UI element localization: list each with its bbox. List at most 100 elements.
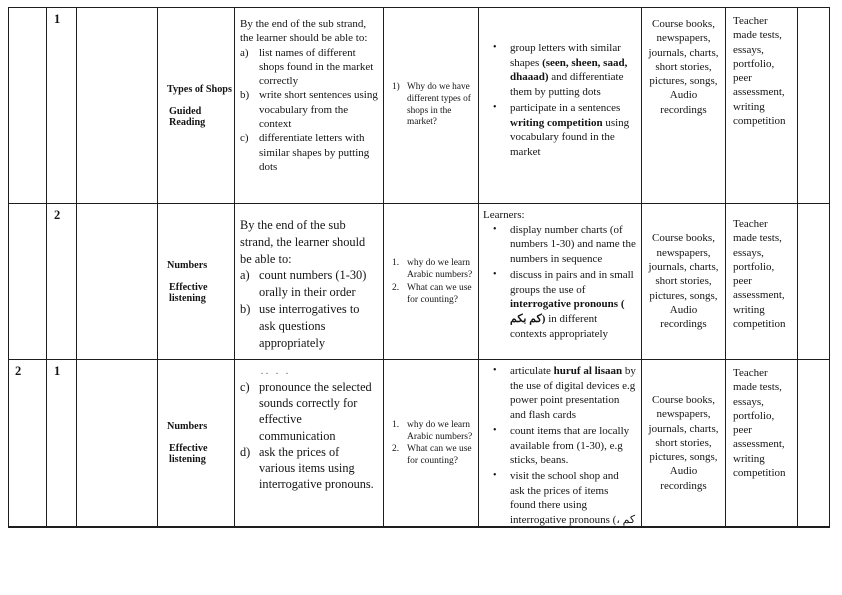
cell-inquiry: 1) Why do we have different types of shop… (384, 8, 479, 203)
bullet-text: count items that are locally available f… (510, 424, 636, 468)
objectives-intro: By the end of the sub strand, the learne… (240, 218, 366, 266)
bullet-text: discuss in pairs and in small groups the… (510, 268, 636, 342)
bullet-icon: • (493, 365, 497, 376)
cell-experiences: Learners: • display number charts (of numb… (479, 204, 642, 359)
cell-inquiry: 1. why do we learn Arabic numbers? 2. What … (384, 360, 479, 526)
bullet-text: articulate huruf al lisaan by the use of… (510, 364, 636, 423)
cell-blank (77, 8, 158, 203)
list-text: list names of different shops found in t… (259, 46, 378, 89)
list-item: a) list names of different shops found in… (240, 46, 378, 89)
cell-lesson: 1 (47, 360, 77, 526)
list-item: 2. What can we use for counting? (392, 443, 474, 467)
assessment-text: Teacher made tests, essays, portfolio, p… (733, 15, 786, 128)
list-marker: a) (240, 268, 250, 283)
list-text: What can we use for counting? (407, 282, 474, 306)
text-run: write short sentences using vocabulary f… (259, 89, 378, 131)
bullet-item: • display number charts (of numbers 1-30)… (483, 223, 636, 267)
text-run: why do we learn Arabic numbers? (407, 258, 473, 281)
text-run: articulate (510, 365, 554, 377)
table-row: 1 Types of Shops Guided Reading By the end … (9, 8, 829, 204)
text-run: visit the school shop and ask the prices… (510, 469, 636, 526)
list-text: Why do we have different types of shops … (407, 82, 474, 129)
text-run: why do we learn Arabic numbers? (407, 419, 473, 442)
cell-objectives: .. . . c) pronounce the selected sounds co… (235, 360, 384, 526)
list-text: ask the prices of various items using in… (259, 444, 378, 493)
bullet-item: • group letters with similar shapes (seen… (483, 41, 636, 100)
list-marker: c) (240, 380, 250, 394)
cell-week: 2 (9, 360, 47, 526)
cell-objectives: By the end of the sub strand, the learne… (235, 204, 384, 359)
list-marker: 2. (392, 444, 400, 454)
list-item: 1) Why do we have different types of shop… (392, 82, 474, 129)
strand-label: Guided Reading (169, 105, 206, 128)
list-text: why do we learn Arabic numbers? (407, 257, 474, 281)
strand-label: Numbers (167, 259, 208, 271)
cell-objectives: By the end of the sub strand, the learne… (235, 8, 384, 203)
list-text: count numbers (1-30) orally in their ord… (259, 267, 378, 301)
cell-end (798, 360, 829, 526)
text-run: use interrogatives to ask questions appr… (259, 301, 360, 350)
bold-run: interrogative pronouns ( كم بكم) (510, 298, 625, 325)
list-item: 1. why do we learn Arabic numbers? (392, 419, 474, 443)
bullet-icon: • (493, 101, 497, 113)
text-run: Why do we have different types of shops … (407, 82, 471, 128)
text-run: What can we use for counting? (407, 444, 472, 467)
assessment-text: Teacher made tests, essays, portfolio, p… (733, 367, 786, 480)
cell-resources: Course books, newspapers, journals, char… (642, 360, 726, 526)
list-marker: 2. (392, 282, 400, 293)
text-run: by the use of digital devices e.g power … (510, 365, 636, 422)
text-run: list names of different shops found in t… (259, 46, 374, 88)
lesson-number: 2 (54, 208, 61, 222)
text-run: count items that are locally available f… (510, 424, 630, 467)
bullet-text: visit the school shop and ask the prices… (510, 469, 636, 526)
bold-run: writing competition (510, 116, 603, 129)
cell-experiences: • articulate huruf al lisaan by the use o… (479, 360, 642, 526)
cell-end (798, 8, 829, 203)
cell-end (798, 204, 829, 359)
table-row: 2 Numbers Effective listening By the end of… (9, 204, 829, 360)
cell-resources: Course books, newspapers, journals, char… (642, 8, 726, 203)
strand-label: Effective listening (169, 443, 208, 465)
list-text: differentiate letters with similar shape… (259, 131, 378, 174)
list-marker: c) (240, 132, 249, 145)
cell-week (9, 8, 47, 203)
resources-text: Course books, newspapers, journals, char… (648, 18, 719, 116)
cell-lesson: 2 (47, 204, 77, 359)
bullet-icon: • (493, 223, 497, 235)
cell-strand: Numbers Effective listening (158, 204, 235, 359)
text-run: pronounce the selected sounds correctly … (259, 380, 372, 443)
bullet-text: display number charts (of numbers 1-30) … (510, 223, 636, 267)
resources-text: Course books, newspapers, journals, char… (648, 232, 719, 331)
cell-strand: Types of Shops Guided Reading (158, 8, 235, 203)
lesson-number: 1 (54, 12, 61, 26)
list-marker: b) (240, 301, 251, 316)
list-item: c) differentiate letters with similar sha… (240, 131, 378, 174)
faint-remnant: .. . . (261, 367, 291, 376)
cell-strand: Numbers Effective listening (158, 360, 235, 526)
list-marker: 1. (392, 419, 400, 430)
cell-blank (77, 204, 158, 359)
cell-week (9, 204, 47, 359)
list-marker: 1) (392, 82, 400, 93)
bullet-item: • articulate huruf al lisaan by the use o… (483, 364, 636, 423)
objectives-intro: By the end of the sub strand, the learne… (240, 18, 368, 45)
list-text: What can we use for counting? (407, 443, 474, 467)
cell-lesson: 1 (47, 8, 77, 203)
list-item: a) count numbers (1-30) orally in their o… (240, 267, 378, 301)
strand-label: Numbers (167, 421, 208, 432)
cell-inquiry: 1. why do we learn Arabic numbers? 2. What … (384, 204, 479, 359)
list-marker: 1. (392, 258, 400, 269)
bullet-icon: • (493, 424, 497, 436)
strand-label: Types of Shops (167, 83, 232, 95)
list-item: d) ask the prices of various items using … (240, 444, 378, 493)
cell-resources: Course books, newspapers, journals, char… (642, 204, 726, 359)
text-run: What can we use for counting? (407, 282, 472, 305)
bullet-item: • participate in a sentences writing comp… (483, 101, 636, 160)
text-run: ask the prices of various items using in… (259, 444, 374, 492)
cell-experiences: • group letters with similar shapes (seen… (479, 8, 642, 203)
assessment-text: Teacher made tests, essays, portfolio, p… (733, 218, 786, 331)
list-text: use interrogatives to ask questions appr… (259, 301, 378, 351)
bullet-item: • count items that are locally available … (483, 424, 636, 468)
table-row: 2 1 Numbers Effective listening .. . . c) pron… (9, 360, 829, 526)
